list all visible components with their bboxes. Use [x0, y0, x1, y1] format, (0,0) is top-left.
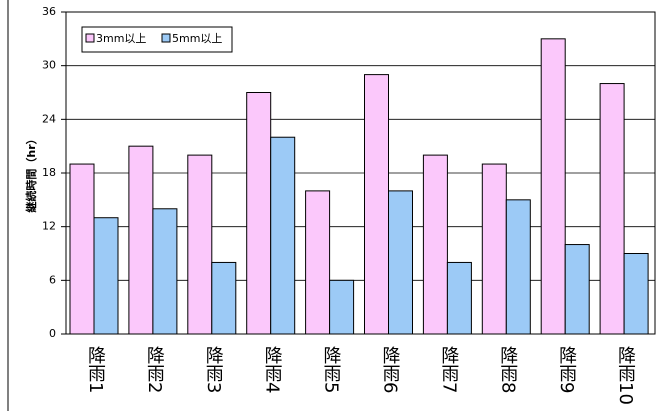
y-tick-label: 6	[49, 273, 56, 286]
x-tick-label: 降雨2	[144, 346, 165, 394]
x-tick-label: 降雨4	[262, 346, 283, 394]
legend-label: 3mm以上	[96, 32, 146, 45]
bar	[152, 208, 178, 335]
legend-label: 5mm以上	[172, 32, 222, 45]
y-tick-label: 18	[42, 166, 56, 179]
bar	[128, 145, 154, 335]
legend-swatch	[85, 33, 95, 43]
legend-box	[81, 26, 233, 53]
y-axis-label: 継続時間（hr）	[24, 133, 38, 212]
y-tick-label: 24	[42, 112, 56, 125]
x-tick-label: 降雨3	[203, 346, 224, 394]
legend-swatch	[161, 33, 171, 43]
bar	[623, 253, 649, 335]
x-tick-label: 降雨10	[615, 346, 636, 405]
bar	[505, 199, 531, 335]
bar	[422, 154, 448, 335]
x-tick-label: 降雨8	[497, 346, 518, 394]
bar	[481, 163, 507, 335]
x-tick-label: 降雨9	[556, 346, 577, 394]
y-tick-label: 36	[42, 5, 56, 18]
y-tick-label: 0	[49, 327, 56, 340]
bar	[388, 190, 413, 335]
plot-frame	[65, 11, 656, 335]
x-tick-label: 降雨5	[321, 346, 342, 394]
bar	[187, 154, 213, 335]
bar	[305, 190, 331, 335]
bar	[540, 38, 566, 335]
bar	[211, 261, 237, 335]
x-tick-label: 降雨1	[85, 346, 106, 394]
bar	[246, 92, 272, 335]
bar	[599, 83, 625, 335]
bar	[270, 136, 296, 335]
bar	[364, 74, 389, 335]
bar	[93, 217, 119, 335]
bar	[446, 261, 472, 335]
x-tick-label: 降雨7	[438, 346, 459, 394]
bar	[564, 244, 590, 335]
y-tick-label: 12	[42, 220, 56, 233]
y-tick-label: 30	[42, 59, 56, 72]
bar	[329, 279, 355, 335]
bar	[69, 163, 95, 335]
x-tick-label: 降雨6	[379, 346, 400, 394]
